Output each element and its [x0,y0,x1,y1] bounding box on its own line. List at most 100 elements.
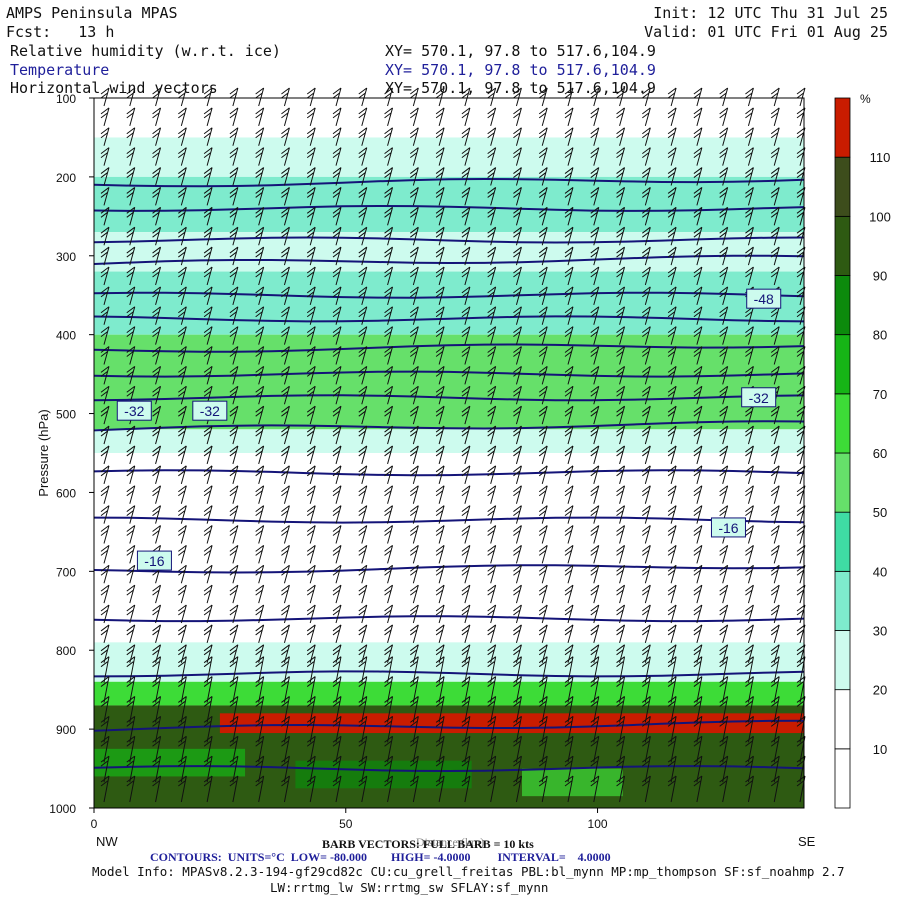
wind-barb [332,167,342,186]
wind-barb [203,696,213,723]
wind-barb [152,656,162,683]
colorbar-label: 80 [873,328,887,343]
wind-barb [152,306,162,325]
wind-barb [667,465,677,484]
temperature-contour [93,315,805,323]
wind-barb [306,187,316,206]
x-tick-label: 0 [91,817,98,831]
wind-barb [693,624,703,644]
wind-barb [255,107,265,127]
wind-barb [590,346,600,365]
wind-barb [590,735,600,763]
wind-barb [461,465,471,484]
wind-barb [487,147,497,166]
wind-barb [487,564,497,584]
wind-barb [719,326,729,345]
wind-barb [152,584,162,604]
wind-barb [203,147,213,166]
wind-barb [590,564,600,584]
wind-barb [616,246,626,266]
wind-barb [616,696,626,723]
wind-barb [332,206,342,226]
wind-barb [564,226,574,246]
wind-barb [642,107,651,127]
wind-barb [796,87,806,107]
wind-barb [616,485,626,504]
wind-barb [203,266,213,286]
wind-barb [564,167,574,186]
y-axis-label: Pressure (hPa) [36,409,51,496]
wind-barb [693,505,703,524]
wind-barb [719,775,729,803]
wind-barb [358,405,368,425]
wind-barb [306,226,316,246]
wind-barb [590,405,600,425]
wind-barb [229,346,239,365]
wind-barb [281,604,290,624]
wind-barb [358,604,368,624]
wind-barb [332,87,342,107]
wind-barb [642,676,651,703]
wind-barb [229,755,239,783]
wind-barb [332,544,342,564]
wind-barb [693,445,703,465]
wind-barb [255,87,265,107]
wind-barb [152,226,162,246]
wind-barb [384,246,394,266]
wind-barb [616,604,626,624]
wind-barb [616,525,626,544]
wind-barb [719,206,729,226]
wind-barb [306,505,316,524]
wind-barb [461,425,471,445]
wind-barb [255,604,265,624]
wind-barb [564,127,574,146]
x-axis-label: Distance (km) [416,835,484,849]
wind-barb [152,624,162,644]
colorbar-label: 110 [870,150,891,165]
wind-barb [667,676,677,703]
wind-barb [410,775,419,803]
wind-barb [642,187,651,206]
wind-barb [358,127,368,146]
wind-barb [616,584,626,604]
colorbar-label: 20 [873,683,887,698]
wind-barb [616,187,626,206]
wind-barb [513,147,522,166]
wind-barb [642,366,651,385]
wind-barb [358,107,368,127]
wind-barb [229,505,239,524]
wind-barb [358,544,368,564]
wind-barb [667,715,677,743]
wind-barb [487,206,497,226]
wind-barb [435,564,445,584]
wind-barb [255,656,265,683]
wind-barb [461,544,471,564]
wind-barb [178,187,187,206]
wind-barb [513,696,522,723]
wind-barb [178,676,187,703]
wind-barb [435,107,445,127]
wind-barb [229,87,239,107]
wind-barb [693,385,703,405]
wind-barb [255,147,265,166]
wind-barb [178,624,187,644]
wind-barb [461,624,471,644]
wind-barb [100,564,110,584]
wind-barb [435,266,445,286]
wind-barb [384,385,394,405]
wind-barb [538,656,548,683]
wind-barb [719,167,729,186]
wind-barb [152,266,162,286]
wind-barb [667,485,677,504]
wind-barb [693,187,703,206]
wind-barb [384,656,394,683]
wind-barb [538,206,548,226]
wind-barb [126,87,136,107]
wind-barb [435,505,445,524]
wind-barb [461,147,471,166]
wind-barb [384,425,394,445]
wind-barb [538,445,548,465]
wind-barb [281,405,290,425]
wind-barb [745,676,754,703]
wind-barb [719,584,729,604]
